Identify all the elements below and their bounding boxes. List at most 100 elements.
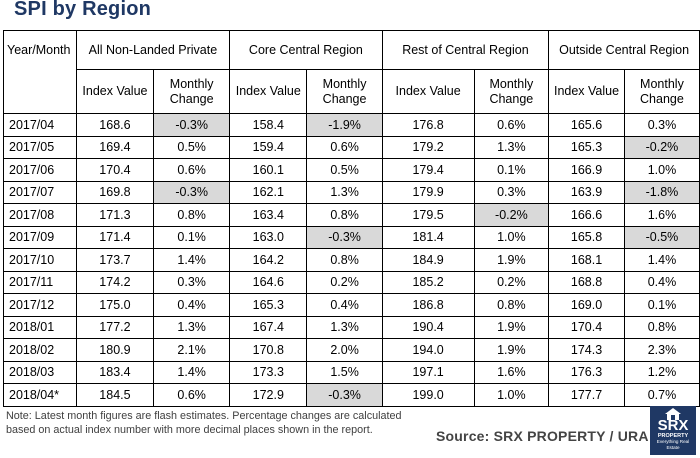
monthly-change-header-line2: Change: [489, 91, 534, 106]
table-row: 2018/01 177.2 1.3% 167.4 1.3% 190.4 1.9% 170.4 0…: [3, 315, 700, 339]
monthly-change-cell: 1.3%: [153, 315, 231, 339]
monthly-change-cell: 0.3%: [623, 113, 700, 137]
index-value-cell: 169.4: [75, 135, 155, 159]
monthly-change-header: Monthly Change: [306, 69, 383, 114]
monthly-change-cell: 0.7%: [623, 383, 700, 407]
srx-logo: SRX PROPERTY Everything Real Estate: [650, 406, 696, 455]
index-value-cell: 169.8: [75, 180, 155, 204]
month-cell: 2017/05: [3, 135, 77, 159]
monthly-change-cell: 0.1%: [153, 225, 231, 249]
index-value-cell: 171.3: [75, 203, 155, 227]
monthly-change-cell: 1.0%: [473, 225, 550, 249]
monthly-change-cell: 0.2%: [473, 270, 550, 294]
monthly-change-cell: -0.3%: [153, 113, 231, 137]
index-value-cell: 197.1: [381, 360, 475, 384]
house-icon: [665, 408, 681, 420]
index-value-header: Index Value: [548, 69, 625, 114]
group-header-all-non-landed: All Non-Landed Private: [75, 30, 231, 70]
monthly-change-header-line1: Monthly: [640, 76, 684, 91]
index-value-cell: 160.1: [229, 158, 308, 182]
month-cell: 2018/02: [3, 338, 77, 362]
index-value-cell: 185.2: [381, 270, 475, 294]
index-value-header: Index Value: [75, 69, 155, 114]
monthly-change-cell: 0.1%: [473, 158, 550, 182]
monthly-change-header-line2: Change: [169, 91, 214, 106]
table-row: 2017/09 171.4 0.1% 163.0 -0.3% 181.4 1.0% 165.8…: [3, 225, 700, 249]
index-value-cell: 179.5: [381, 203, 475, 227]
index-value-cell: 172.9: [229, 383, 308, 407]
table-row: 2017/10 173.7 1.4% 164.2 0.8% 184.9 1.9% 168.1 1…: [3, 248, 700, 272]
index-value-cell: 163.9: [548, 180, 625, 204]
table-row: 2017/06 170.4 0.6% 160.1 0.5% 179.4 0.1% 166.9 1…: [3, 158, 700, 182]
month-cell: 2018/04*: [3, 383, 77, 407]
source-label: Source: SRX PROPERTY / URA: [436, 428, 649, 444]
month-cell: 2017/09: [3, 225, 77, 249]
table-row: 2017/05 169.4 0.5% 159.4 0.6% 179.2 1.3% 165.3-…: [3, 135, 700, 159]
index-value-cell: 190.4: [381, 315, 475, 339]
monthly-change-cell: -0.3%: [306, 383, 383, 407]
monthly-change-header: Monthly Change: [473, 69, 550, 114]
monthly-change-cell: 2.1%: [153, 338, 231, 362]
index-value-cell: 166.6: [548, 203, 625, 227]
monthly-change-cell: 0.8%: [306, 248, 383, 272]
index-value-cell: 177.2: [75, 315, 155, 339]
monthly-change-cell: 0.4%: [623, 270, 700, 294]
table-row: 2017/12 175.0 0.4% 165.3 0.4% 186.8 0.8% 169.0 0…: [3, 293, 700, 317]
monthly-change-header: Monthly Change: [153, 69, 231, 114]
monthly-change-cell: -0.2%: [623, 135, 700, 159]
index-value-cell: 158.4: [229, 113, 308, 137]
table-row: 2017/08 171.3 0.8% 163.4 0.8% 179.5 -0.2% 166.6…: [3, 203, 700, 227]
monthly-change-cell: 1.3%: [306, 315, 383, 339]
monthly-change-header-line2: Change: [322, 91, 367, 106]
monthly-change-cell: 1.0%: [473, 383, 550, 407]
monthly-change-cell: 0.3%: [153, 270, 231, 294]
index-value-cell: 170.4: [75, 158, 155, 182]
table-row: 2017/04 168.6 -0.3% 158.4 -1.9% 176.8 0.6% 165.…: [3, 113, 700, 137]
index-value-cell: 174.3: [548, 338, 625, 362]
index-value-cell: 177.7: [548, 383, 625, 407]
index-value-cell: 166.9: [548, 158, 625, 182]
index-value-cell: 184.5: [75, 383, 155, 407]
logo-sub: PROPERTY: [657, 433, 689, 439]
index-value-cell: 199.0: [381, 383, 475, 407]
month-cell: 2017/11: [3, 270, 77, 294]
monthly-change-cell: 0.6%: [153, 158, 231, 182]
monthly-change-cell: 0.5%: [306, 158, 383, 182]
monthly-change-cell: 0.8%: [306, 203, 383, 227]
group-header-outside-central: Outside Central Region: [548, 30, 700, 70]
monthly-change-cell: 1.0%: [623, 158, 700, 182]
year-month-header-spacer: [3, 69, 77, 114]
page-title: SPI by Region: [14, 0, 152, 20]
monthly-change-cell: 2.0%: [306, 338, 383, 362]
index-value-cell: 167.4: [229, 315, 308, 339]
monthly-change-cell: -1.8%: [623, 180, 700, 204]
monthly-change-cell: 0.8%: [473, 293, 550, 317]
month-cell: 2017/10: [3, 248, 77, 272]
month-cell: 2017/04: [3, 113, 77, 137]
monthly-change-cell: 1.3%: [306, 180, 383, 204]
table-row: 2018/03 183.4 1.4% 173.3 1.5% 197.1 1.6% 176.3 1…: [3, 360, 700, 384]
logo-tagline: Everything Real Estate: [656, 439, 690, 450]
index-value-cell: 163.4: [229, 203, 308, 227]
monthly-change-cell: -0.3%: [153, 180, 231, 204]
index-value-cell: 168.1: [548, 248, 625, 272]
monthly-change-cell: 1.4%: [623, 248, 700, 272]
monthly-change-cell: 0.2%: [306, 270, 383, 294]
monthly-change-cell: 0.8%: [153, 203, 231, 227]
month-cell: 2017/12: [3, 293, 77, 317]
monthly-change-cell: -1.9%: [306, 113, 383, 137]
monthly-change-cell: 1.5%: [306, 360, 383, 384]
monthly-change-header-line1: Monthly: [322, 76, 367, 91]
month-cell: 2017/07: [3, 180, 77, 204]
index-value-header: Index Value: [229, 69, 308, 114]
index-value-cell: 162.1: [229, 180, 308, 204]
index-value-cell: 173.3: [229, 360, 308, 384]
index-value-cell: 164.6: [229, 270, 308, 294]
index-value-cell: 165.3: [548, 135, 625, 159]
index-value-cell: 171.4: [75, 225, 155, 249]
index-value-cell: 165.3: [229, 293, 308, 317]
monthly-change-header-line1: Monthly: [169, 76, 214, 91]
monthly-change-cell: 0.3%: [473, 180, 550, 204]
index-value-cell: 169.0: [548, 293, 625, 317]
monthly-change-cell: 0.6%: [153, 383, 231, 407]
